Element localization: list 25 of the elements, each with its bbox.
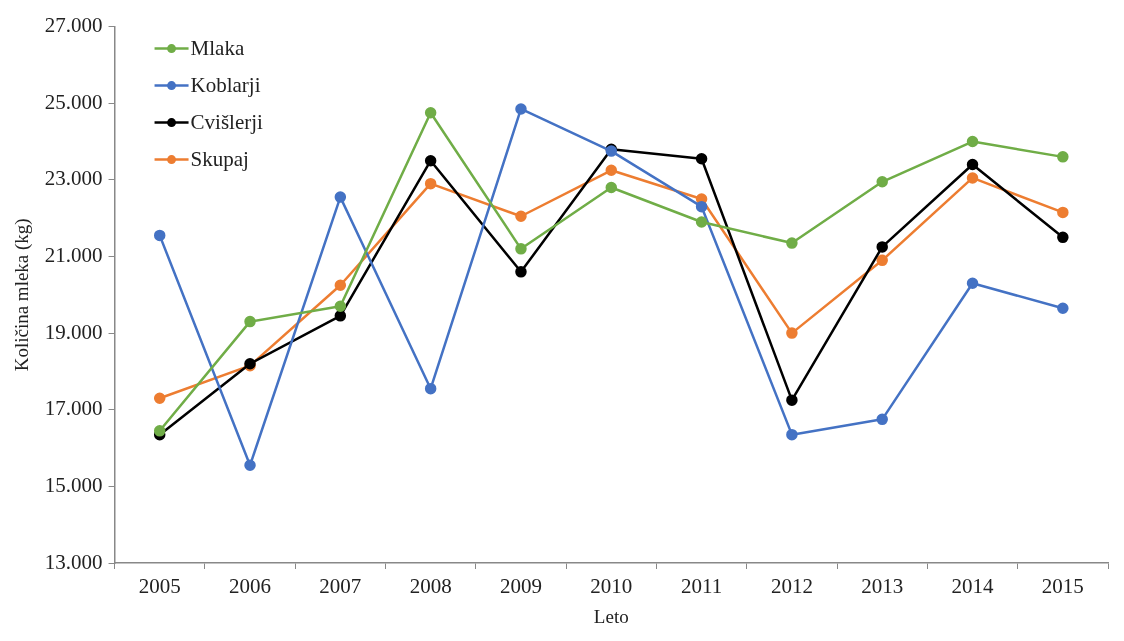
- x-tick-label: 2005: [138, 574, 181, 599]
- x-tick-label: 2015: [1041, 574, 1084, 599]
- x-tick-label: 2011: [680, 574, 723, 599]
- legend-label: Koblarji: [190, 73, 261, 98]
- x-tick-label: 2012: [770, 574, 813, 599]
- legend-label: Skupaj: [190, 147, 249, 172]
- y-axis-title: Količina mleka (kg): [11, 218, 34, 372]
- x-tick-label: 2006: [229, 574, 272, 599]
- y-tick-label: 27.000: [44, 13, 103, 38]
- y-tick-label: 23.000: [44, 166, 103, 191]
- y-tick-label: 17.000: [44, 396, 103, 421]
- x-axis-title: Leto: [593, 605, 629, 627]
- y-tick-label: 25.000: [44, 89, 103, 114]
- y-tick-label: 15.000: [44, 472, 103, 497]
- x-tick-label: 2014: [951, 574, 995, 599]
- x-tick-label: 2009: [499, 574, 542, 599]
- x-tick-label: 2013: [861, 574, 904, 599]
- y-tick-label: 19.000: [44, 319, 103, 344]
- legend-label: Mlaka: [190, 36, 245, 61]
- legend-label: Cvišlerji: [190, 110, 264, 135]
- x-tick-label: 2010: [590, 574, 633, 599]
- x-tick-label: 2008: [409, 574, 452, 599]
- y-tick-label: 13.000: [44, 549, 103, 574]
- y-tick-label: 21.000: [44, 243, 103, 267]
- x-tick-label: 2007: [319, 574, 362, 599]
